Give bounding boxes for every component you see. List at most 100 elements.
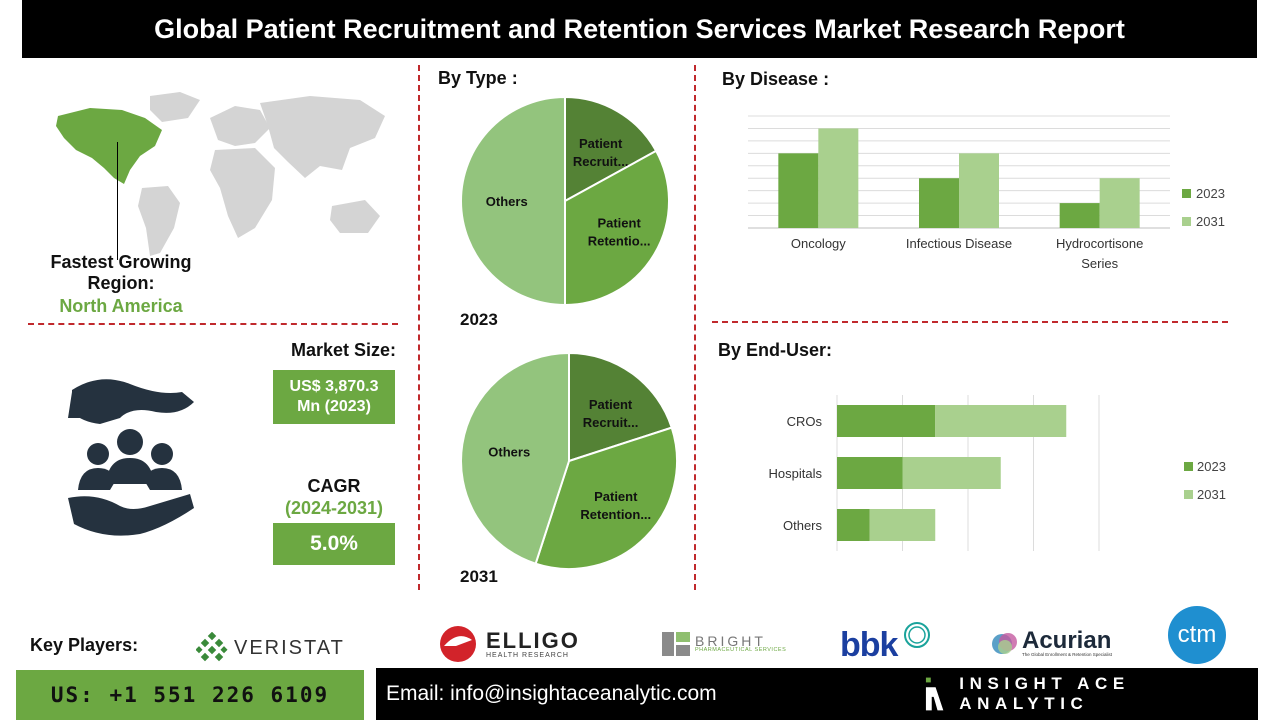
greenland-shape: [150, 92, 200, 122]
by-end-user-title: By End-User:: [718, 340, 833, 360]
right-divider: [712, 321, 1228, 323]
end-user-bar-chart: CROs Hospitals Others 2023 2031: [769, 395, 1226, 551]
elligo-subtitle: HEALTH RESEARCH: [486, 651, 569, 659]
bright-name: BRIGHT: [695, 633, 766, 650]
disease-tick-1: Infectious Disease: [906, 236, 1012, 251]
email-address[interactable]: Email: info@insightaceanalytic.com: [376, 668, 914, 720]
acurian-logo-mark: [992, 633, 1017, 654]
north-america-shape: [56, 108, 162, 184]
region-label: Fastest Growing Region:: [50, 252, 192, 293]
pie-0-label-0-line1: Patient: [579, 136, 623, 151]
disease-tick-2-line1: Hydrocortisone: [1056, 236, 1143, 251]
cagr-period: (2024-2031): [284, 498, 384, 518]
pie-0-slice-1: [564, 149, 670, 307]
disease-bar-1-0: [919, 178, 959, 228]
end-user-bar-2-0: [837, 509, 870, 541]
by-disease-title: By Disease :: [722, 69, 830, 89]
acurian-subtitle: The Global Enrollment & Retention Specia…: [1022, 651, 1113, 657]
asia-shape: [260, 96, 385, 178]
disease-bar-2-0: [1059, 203, 1100, 228]
end-user-bar-1-1: [902, 457, 1001, 489]
acurian-logo: Acurian The Global Enrollment & Retentio…: [990, 628, 1112, 658]
acurian-name: Acurian: [1022, 626, 1112, 654]
end-user-tick-0: CROs: [787, 414, 823, 429]
veristat-logo-mark: [196, 632, 228, 662]
bright-subtitle: PHARMACEUTICAL SERVICES: [695, 647, 787, 654]
pie-0-label-2: Others: [486, 194, 528, 209]
region-value: North America: [59, 296, 183, 316]
brand-name: INSIGHT ACE ANALYTIC: [959, 674, 1130, 713]
veristat-logo: VERISTAT: [196, 632, 345, 664]
pie-1-label-2: Others: [488, 445, 530, 460]
pie-1-label-0-line1: Patient: [589, 397, 633, 412]
left-divider: [28, 323, 398, 325]
europe-shape: [210, 106, 270, 146]
cagr-value: 5.0%: [273, 523, 395, 565]
disease-legend-label-1: 2031: [1196, 214, 1225, 229]
africa-shape: [210, 148, 275, 238]
disease-legend-label-0: 2023: [1196, 186, 1225, 201]
bright-logo: BRIGHT PHARMACEUTICAL SERVICES: [662, 632, 786, 656]
elligo-name: ELLIGO: [486, 627, 580, 653]
elligo-logo: ELLIGO HEALTH RESEARCH: [436, 624, 580, 664]
key-players-label: Key Players:: [30, 635, 139, 655]
region-pointer-line: [117, 142, 118, 260]
ctm-name: ctm: [1177, 621, 1217, 648]
disease-bar-2-1: [1099, 178, 1140, 228]
disease-bar-0-0: [778, 153, 819, 228]
pie-1-slice-1: [534, 426, 678, 570]
end-user-legend-swatch-0: [1184, 462, 1193, 471]
pie-1-label-0-line2: Recruit...: [583, 415, 639, 430]
south-america-shape: [138, 186, 180, 256]
pie-1-label-1-line2: Retention...: [580, 507, 651, 522]
pie-0-label-1-line1: Patient: [597, 216, 641, 231]
disease-legend-swatch-1: [1182, 217, 1191, 226]
elligo-logo-mark: [440, 626, 476, 662]
end-user-bar-0-1: [935, 405, 1067, 437]
pie-2023-year: 2023: [460, 310, 498, 329]
bright-logo-mark: [662, 632, 690, 656]
disease-tick-2-line2: Series: [1081, 256, 1118, 271]
australia-shape: [330, 200, 380, 233]
veristat-name: VERISTAT: [234, 636, 345, 659]
world-map: [56, 92, 385, 256]
cagr-label: CAGR: [307, 476, 361, 496]
brand-footer: INSIGHT ACE ANALYTIC: [914, 668, 1258, 720]
end-user-bar-2-1: [869, 509, 936, 541]
pie-0-label-0-line2: Recruit...: [573, 154, 629, 169]
disease-bar-0-1: [818, 128, 859, 228]
by-type-title: By Type :: [438, 68, 518, 88]
end-user-legend-label-0: 2023: [1197, 459, 1226, 474]
disease-tick-0: Oncology: [791, 236, 846, 251]
disease-bar-1-1: [959, 153, 999, 228]
pie-1-slice-2: [460, 351, 570, 565]
disease-legend-swatch-0: [1182, 189, 1191, 198]
insight-ace-logo-icon: [925, 677, 944, 711]
pie-0-slice-0: [564, 95, 658, 203]
pie-2031-year: 2031: [460, 567, 498, 586]
bbk-logo-mark: [904, 622, 930, 648]
report-title: Global Patient Recruitment and Retention…: [22, 0, 1257, 58]
market-size-label: Market Size:: [290, 340, 396, 360]
end-user-bar-0-0: [837, 405, 936, 437]
bbk-logo: bbk: [840, 620, 936, 666]
pie-1-slice-0: [568, 351, 673, 463]
pie-chart-2023: Patient Recruit... Patient Retentio... Other…: [460, 95, 670, 307]
divider-left: [418, 65, 420, 590]
market-size-value: US$ 3,870.3 Mn (2023): [273, 370, 395, 424]
end-user-tick-2: Others: [783, 518, 823, 533]
end-user-tick-1: Hospitals: [769, 466, 823, 481]
divider-right: [694, 65, 696, 590]
ctm-logo: ctm: [1168, 606, 1226, 664]
end-user-bar-1-0: [837, 457, 903, 489]
disease-bar-chart: Oncology Infectious Disease Hydrocortisone…: [748, 115, 1225, 271]
bbk-name: bbk: [840, 626, 898, 664]
pie-1-label-1-line1: Patient: [594, 489, 638, 504]
end-user-legend-swatch-1: [1184, 490, 1193, 499]
patient-care-icon: [68, 379, 194, 536]
pie-0-label-1-line2: Retentio...: [588, 234, 651, 249]
phone-number[interactable]: US: +1 551 226 6109: [16, 670, 364, 720]
pie-chart-2031: Patient Recruit... Patient Retention... Othe…: [460, 351, 678, 570]
end-user-legend-label-1: 2031: [1197, 487, 1226, 502]
pie-0-slice-2: [460, 95, 566, 307]
